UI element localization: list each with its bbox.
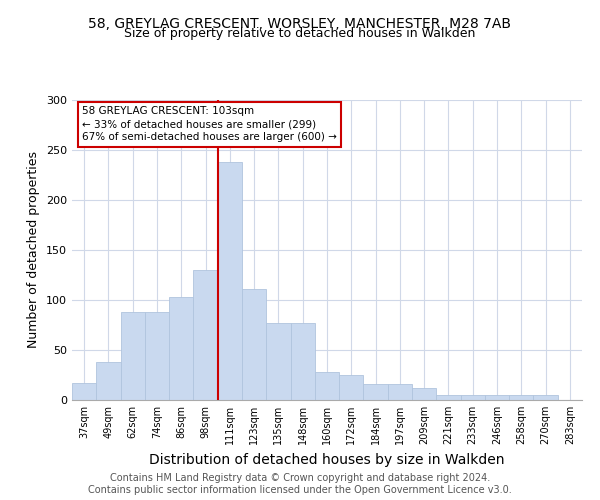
- X-axis label: Distribution of detached houses by size in Walkden: Distribution of detached houses by size …: [149, 452, 505, 466]
- Bar: [388, 384, 412, 400]
- Bar: [436, 395, 461, 400]
- Text: 58 GREYLAG CRESCENT: 103sqm
← 33% of detached houses are smaller (299)
67% of se: 58 GREYLAG CRESCENT: 103sqm ← 33% of det…: [82, 106, 337, 142]
- Bar: [412, 388, 436, 400]
- Bar: [509, 395, 533, 400]
- Text: Contains HM Land Registry data © Crown copyright and database right 2024.
Contai: Contains HM Land Registry data © Crown c…: [88, 474, 512, 495]
- Bar: [290, 323, 315, 400]
- Bar: [96, 362, 121, 400]
- Bar: [364, 384, 388, 400]
- Bar: [339, 375, 364, 400]
- Text: Size of property relative to detached houses in Walkden: Size of property relative to detached ho…: [124, 28, 476, 40]
- Bar: [242, 289, 266, 400]
- Bar: [72, 383, 96, 400]
- Bar: [266, 323, 290, 400]
- Bar: [218, 162, 242, 400]
- Bar: [193, 270, 218, 400]
- Bar: [315, 372, 339, 400]
- Bar: [169, 297, 193, 400]
- Y-axis label: Number of detached properties: Number of detached properties: [28, 152, 40, 348]
- Text: 58, GREYLAG CRESCENT, WORSLEY, MANCHESTER, M28 7AB: 58, GREYLAG CRESCENT, WORSLEY, MANCHESTE…: [89, 18, 511, 32]
- Bar: [461, 395, 485, 400]
- Bar: [145, 312, 169, 400]
- Bar: [121, 312, 145, 400]
- Bar: [533, 395, 558, 400]
- Bar: [485, 395, 509, 400]
